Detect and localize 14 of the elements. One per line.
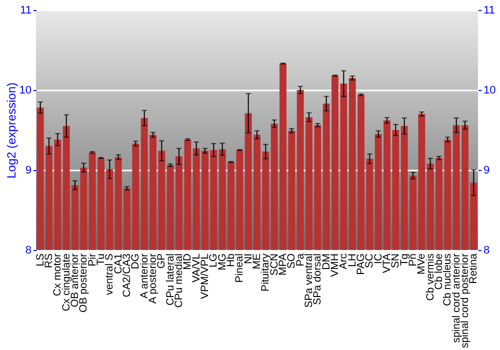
x-tick-label: RS [43, 254, 55, 268]
y-tick-label: 9 [25, 164, 32, 176]
y-tick-label: 10 [19, 84, 32, 96]
y2-tick-label: 8 [484, 244, 490, 256]
x-tick-label: Tg [398, 253, 410, 266]
y2-tick-label: 9 [484, 164, 490, 176]
y2-tick-label: 10 [484, 84, 496, 96]
y2-tick-label: 11 [484, 4, 495, 16]
y-tick-label: 8 [25, 244, 32, 256]
x-tick-label: DG [130, 254, 142, 270]
y-axis-title: Log2 (expression) [4, 82, 18, 179]
x-tick-label: OB posterior [78, 253, 90, 312]
x-tick-label: A posterior [147, 253, 159, 304]
y-tick-label: 11 [20, 4, 32, 16]
